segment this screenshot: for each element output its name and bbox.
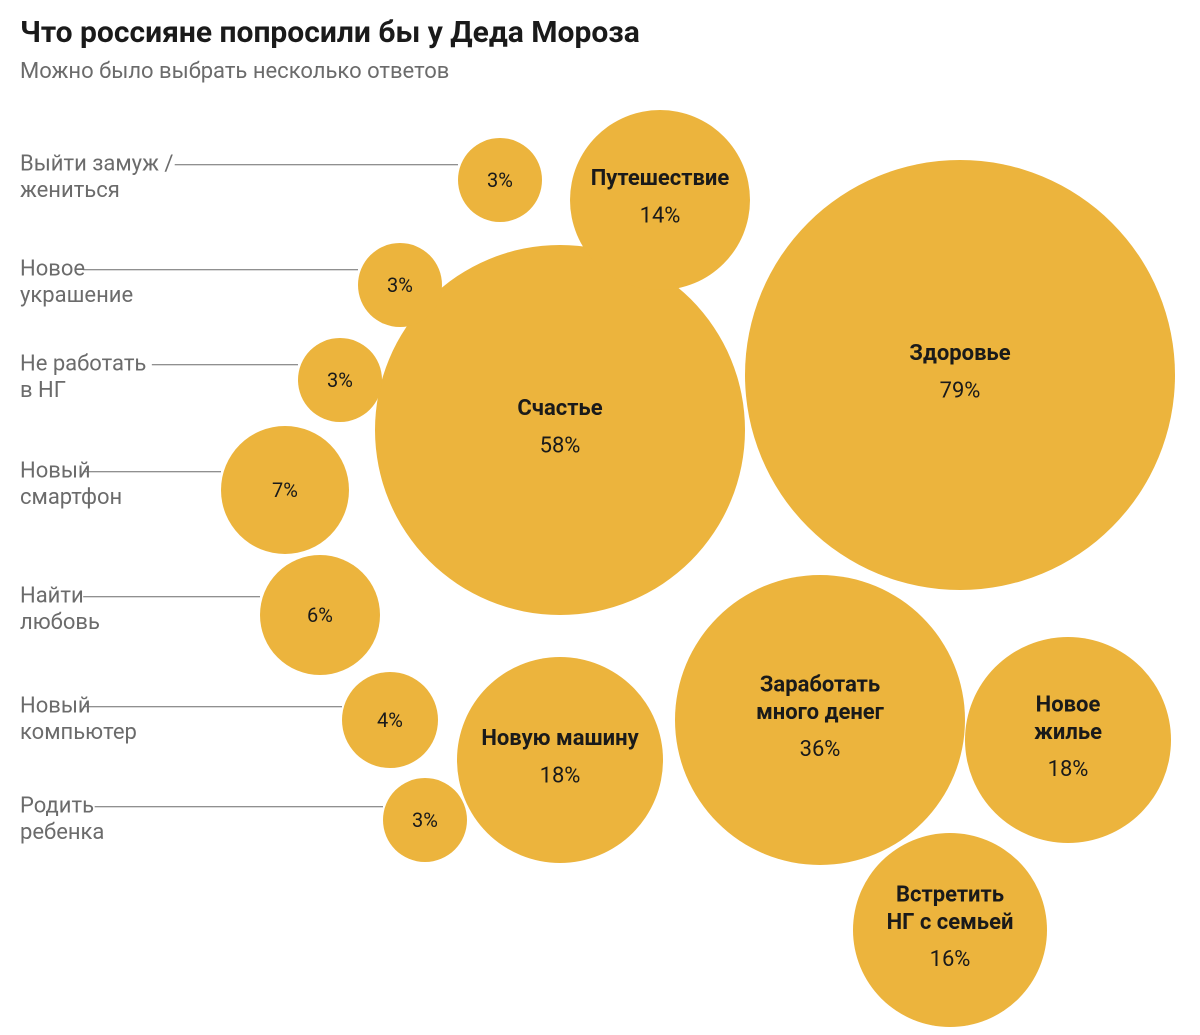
bubble-value-money: 36%: [800, 737, 841, 762]
ext-label-love: любовь: [20, 610, 100, 635]
ext-label-nowork: в НГ: [20, 378, 66, 403]
bubble-label-housing: Новое: [1036, 692, 1101, 717]
ext-label-jewelry: украшение: [20, 283, 133, 308]
bubble-label-happiness: Счастье: [517, 396, 602, 421]
ext-label-smartphone: смартфон: [20, 485, 122, 510]
bubble-value-travel: 14%: [640, 203, 681, 228]
bubble-value-marry: 3%: [487, 168, 513, 192]
bubble-label-money: много денег: [756, 700, 885, 725]
ext-label-jewelry: Новое: [20, 257, 85, 282]
bubble-label-money: Заработать: [760, 672, 880, 697]
bubble-label-housing: жилье: [1034, 720, 1102, 745]
bubble-label-health: Здоровье: [909, 341, 1010, 366]
ext-label-smartphone: Новый: [20, 459, 91, 484]
bubble-value-baby: 3%: [412, 808, 438, 832]
chart-subtitle: Можно было выбрать несколько ответов: [20, 59, 449, 84]
bubble-value-car: 18%: [540, 763, 581, 788]
ext-label-computer: Новый: [20, 694, 91, 719]
bubble-value-nowork: 3%: [327, 368, 353, 392]
bubble-label-travel: Путешествие: [591, 166, 730, 191]
bubble-label-car: Новую машину: [481, 726, 639, 751]
bubble-travel: [570, 110, 750, 290]
bubble-car: [457, 657, 663, 863]
ext-label-baby: Родить: [20, 794, 94, 819]
bubble-value-computer: 4%: [377, 708, 403, 732]
bubble-value-love: 6%: [307, 603, 333, 627]
bubble-value-smartphone: 7%: [272, 478, 298, 502]
bubble-chart: Что россияне попросили бы у Деда Мороза М…: [0, 0, 1200, 1035]
chart-title: Что россияне попросили бы у Деда Мороза: [20, 15, 640, 50]
ext-label-baby: ребенка: [20, 820, 104, 845]
bubble-value-housing: 18%: [1048, 757, 1089, 782]
bubble-value-jewelry: 3%: [387, 273, 413, 297]
ext-label-marry: жениться: [20, 178, 120, 203]
bubble-health: [745, 160, 1175, 590]
bubble-label-family: Встретить: [896, 882, 1004, 907]
ext-label-computer: компьютер: [20, 720, 137, 745]
bubble-label-family: НГ с семьей: [887, 910, 1014, 935]
bubble-value-family: 16%: [930, 947, 971, 972]
ext-label-nowork: Не работать: [20, 352, 146, 377]
bubble-value-health: 79%: [940, 378, 981, 403]
ext-label-marry: Выйти замуж /: [20, 152, 173, 177]
ext-label-love: Найти: [20, 584, 84, 609]
bubble-value-happiness: 58%: [540, 433, 581, 458]
